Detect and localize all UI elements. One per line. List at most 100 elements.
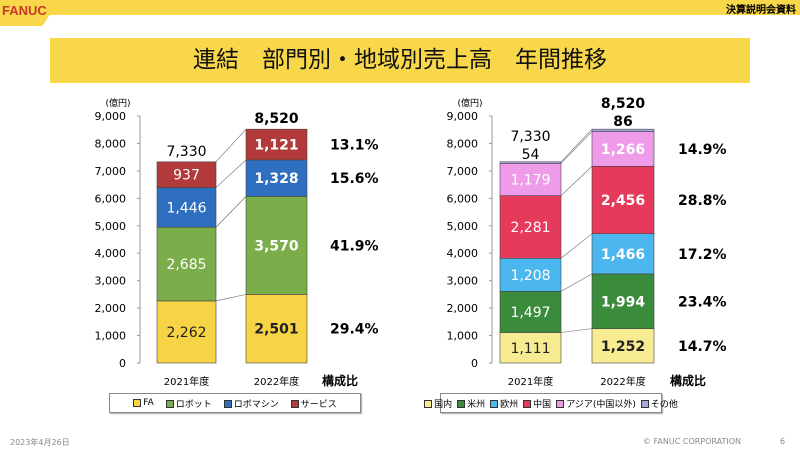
connector-line	[560, 166, 593, 196]
bar-segment	[591, 131, 655, 167]
data-label: 2,501	[254, 322, 298, 338]
legend-item: 中国	[523, 397, 551, 410]
y-axis-unit: (億円)	[457, 97, 482, 109]
y-tick-label: 6,000	[95, 192, 127, 205]
y-tick-label: 7,000	[95, 165, 127, 178]
data-label: 2,281	[510, 220, 550, 236]
bar-segment	[245, 159, 308, 197]
connector-line	[560, 131, 593, 164]
data-label: 1,121	[254, 138, 298, 154]
data-label: 1,266	[601, 142, 645, 158]
connector-line	[215, 196, 247, 228]
data-label: 1,994	[601, 294, 646, 310]
legend-item: 米州	[457, 397, 485, 410]
legend-label: アジア(中国以外)	[566, 399, 636, 410]
data-label: 54	[522, 147, 540, 163]
x-category-label: 2022年度	[254, 375, 299, 388]
fanuc-logo: FANUC	[0, 0, 50, 26]
bar-segment	[156, 226, 217, 302]
bar-segment	[499, 257, 562, 292]
y-tick-label: 6,000	[447, 192, 479, 205]
ratio-label: 41.9%	[330, 238, 379, 254]
legend-swatch	[223, 400, 232, 408]
ratio-label: 14.9%	[678, 142, 727, 158]
legend-segment: FA ロボット ロボマシン サービス	[109, 393, 361, 413]
y-tick-label: 2,000	[447, 302, 479, 315]
legend-swatch	[490, 400, 499, 408]
bar-segment	[499, 332, 562, 364]
y-tick-label: 1,000	[95, 330, 127, 343]
legend-label: FA	[143, 398, 154, 408]
data-label: 1,208	[510, 268, 550, 284]
ratio-label: 28.8%	[678, 193, 727, 209]
data-label: 2,456	[601, 193, 645, 209]
data-label: 1,111	[510, 341, 550, 357]
bar-segment	[245, 196, 308, 295]
legend-swatch	[457, 400, 466, 408]
y-tick-label: 5,000	[447, 220, 479, 233]
legend-item: ロボット	[165, 397, 212, 410]
legend-swatch	[165, 400, 174, 408]
bar-segment	[156, 161, 217, 188]
legend-item: ロボマシン	[223, 397, 279, 410]
ratio-label: 29.4%	[330, 322, 379, 338]
ratio-label: 17.2%	[678, 247, 727, 263]
ratio-header: 構成比	[322, 373, 358, 388]
legend-item: 国内	[424, 397, 452, 410]
connector-line	[215, 128, 247, 163]
ratio-label: 14.7%	[678, 339, 727, 355]
y-tick-label: 4,000	[95, 247, 127, 260]
y-tick-label: 9,000	[447, 110, 479, 123]
y-tick-label: 0	[119, 357, 126, 370]
data-label: 1,497	[510, 305, 550, 321]
data-label: 3,570	[254, 238, 299, 254]
legend-item: アジア(中国以外)	[556, 397, 636, 410]
legend-swatch	[523, 400, 532, 408]
total-label: 7,330	[510, 129, 550, 145]
legend-label: サービス	[300, 399, 337, 410]
y-tick-label: 8,000	[447, 137, 479, 150]
data-label: 1,252	[601, 339, 645, 355]
bar-segment	[591, 328, 655, 364]
y-tick-label: 1,000	[447, 330, 479, 343]
legend-label: 米州	[467, 399, 486, 410]
legend-label: 中国	[533, 399, 552, 410]
footer-copyright: © FANUC CORPORATION	[643, 437, 742, 446]
legend-label: ロボマシン	[233, 399, 279, 410]
data-label: 86	[613, 114, 632, 130]
bar-segment	[591, 273, 655, 329]
data-label: 1,179	[510, 172, 550, 188]
y-tick-label: 2,000	[95, 302, 127, 315]
bar-segment	[499, 163, 562, 196]
legend-item: その他	[640, 397, 678, 410]
legend-region: 国内 米州 欧州 中国 アジア(中国以外) その他	[424, 393, 678, 413]
bar-segment	[499, 291, 562, 333]
legend-label: 国内	[434, 399, 453, 410]
legend-label: 欧州	[500, 399, 519, 410]
data-label: 1,466	[601, 247, 645, 263]
y-tick-label: 8,000	[95, 137, 127, 150]
ratio-header: 構成比	[670, 373, 706, 388]
x-category-label: 2021年度	[164, 375, 209, 388]
ratio-label: 15.6%	[330, 171, 379, 187]
legend-swatch	[290, 400, 299, 408]
ratio-label: 13.1%	[330, 138, 379, 154]
footer-date: 2023年4月26日	[10, 438, 70, 447]
connector-line	[560, 273, 593, 292]
legend-swatch	[556, 400, 565, 408]
y-tick-label: 3,000	[95, 275, 127, 288]
connector-line	[215, 294, 247, 302]
document-title: 決算説明会資料	[726, 5, 796, 16]
legend-swatch	[424, 400, 433, 408]
data-label: 1,328	[254, 171, 298, 187]
legend-swatch	[640, 400, 649, 408]
x-category-label: 2021年度	[508, 375, 553, 388]
slide-title: 連結 部門別・地域別売上高 年間推移	[50, 38, 750, 83]
bar-segment	[591, 233, 655, 275]
legend-item: 欧州	[490, 397, 518, 410]
connector-line	[215, 159, 247, 188]
total-label: 8,520	[254, 111, 299, 127]
bar-segment	[499, 161, 562, 164]
y-tick-label: 7,000	[447, 165, 479, 178]
